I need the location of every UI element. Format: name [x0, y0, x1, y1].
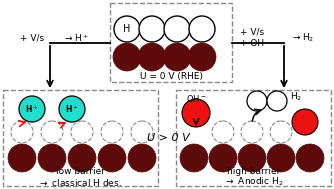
- Circle shape: [131, 121, 153, 143]
- Circle shape: [267, 144, 295, 172]
- Text: + OH: + OH: [240, 40, 264, 49]
- Circle shape: [212, 121, 234, 143]
- Circle shape: [238, 144, 266, 172]
- Circle shape: [38, 144, 66, 172]
- Text: $\rightarrow$H$^+$: $\rightarrow$H$^+$: [63, 32, 89, 44]
- Circle shape: [241, 121, 263, 143]
- Bar: [176, 90, 331, 186]
- Circle shape: [113, 43, 141, 71]
- Circle shape: [209, 144, 237, 172]
- Text: H$_2$: H$_2$: [290, 91, 302, 103]
- Circle shape: [267, 91, 287, 111]
- Circle shape: [71, 121, 93, 143]
- Circle shape: [292, 109, 318, 135]
- Circle shape: [68, 144, 96, 172]
- Circle shape: [114, 16, 140, 42]
- Text: + V/s: + V/s: [240, 28, 264, 36]
- Text: U = 0 V (RHE): U = 0 V (RHE): [140, 73, 202, 81]
- Circle shape: [41, 121, 63, 143]
- Circle shape: [139, 16, 165, 42]
- Circle shape: [98, 144, 126, 172]
- Text: H: H: [123, 24, 131, 34]
- Text: $\rightarrow$H$_2$: $\rightarrow$H$_2$: [291, 32, 314, 44]
- Circle shape: [128, 144, 156, 172]
- Circle shape: [163, 43, 191, 71]
- Circle shape: [8, 144, 36, 172]
- Circle shape: [11, 121, 33, 143]
- Circle shape: [138, 43, 166, 71]
- Text: + V/s: + V/s: [20, 33, 44, 43]
- Circle shape: [180, 144, 208, 172]
- Circle shape: [270, 121, 292, 143]
- Circle shape: [164, 16, 190, 42]
- Text: H$^+$: H$^+$: [25, 103, 39, 115]
- Circle shape: [296, 144, 324, 172]
- Text: low barrier: low barrier: [55, 167, 105, 177]
- Circle shape: [101, 121, 123, 143]
- Circle shape: [189, 16, 215, 42]
- Bar: [110, 3, 232, 82]
- Circle shape: [247, 91, 267, 111]
- Text: high barrier: high barrier: [227, 167, 281, 177]
- Text: H$^+$: H$^+$: [65, 103, 79, 115]
- Circle shape: [59, 96, 85, 122]
- Bar: [3, 90, 158, 186]
- Text: U > 0 V: U > 0 V: [147, 133, 189, 143]
- Text: OH$^-$: OH$^-$: [186, 94, 206, 105]
- Circle shape: [188, 43, 216, 71]
- Circle shape: [19, 96, 45, 122]
- Text: $\rightarrow$ classical H des.: $\rightarrow$ classical H des.: [38, 177, 122, 187]
- Circle shape: [182, 99, 210, 127]
- Text: $\rightarrow$ Anodic H$_2$: $\rightarrow$ Anodic H$_2$: [224, 176, 284, 188]
